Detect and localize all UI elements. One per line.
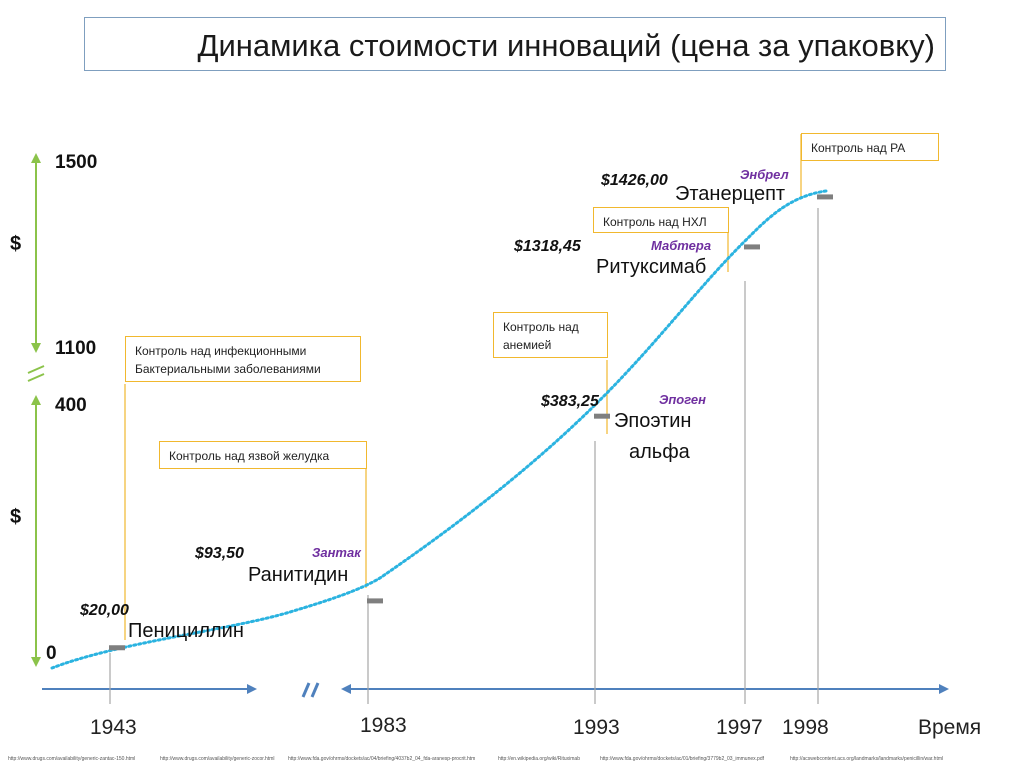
- trend-line: [50, 189, 828, 670]
- callout-line: Контроль над РА: [811, 141, 906, 155]
- drug-name-epoetin-line2: альфа: [629, 441, 690, 463]
- price-label-epoetin: $383,25: [541, 393, 599, 410]
- price-label-etanercept: $1426,00: [601, 172, 668, 189]
- x-axis-title: Время: [918, 716, 982, 739]
- brand-label-epoetin: Эпоген: [659, 392, 706, 407]
- brand-label-rituximab: Мабтера: [651, 238, 712, 253]
- y-axis-break: [27, 365, 45, 382]
- callout-line: анемией: [503, 338, 552, 352]
- callout-ulcer-control: Контроль над язвой желудка: [159, 441, 367, 469]
- y-tick-label: 1500: [55, 152, 98, 173]
- callout-line: Контроль над: [503, 320, 579, 334]
- x-tick-label: 1997: [716, 716, 763, 739]
- data-point-1998: [817, 194, 833, 200]
- x-axis-break: [301, 682, 320, 698]
- title-box: Динамика стоимости инноваций (цена за уп…: [84, 17, 946, 71]
- data-point-1993: [594, 413, 610, 419]
- y-unit-label: $: [10, 233, 22, 255]
- brand-label-ranitidine: Зантак: [312, 545, 361, 560]
- drug-name-epoetin-line1: Эпоэтин: [614, 410, 692, 432]
- callout-leaders: [124, 134, 802, 640]
- drug-name-penicillin: Пенициллин: [128, 620, 244, 642]
- source-link[interactable]: http://en.wikipedia.org/wiki/Rituximab: [498, 756, 580, 762]
- source-link[interactable]: http://www.fda.gov/ohrms/dockets/ac/04/b…: [288, 756, 476, 762]
- callout-line: Контроль над язвой желудка: [169, 449, 330, 463]
- callout-line: Контроль над НХЛ: [603, 215, 707, 229]
- y-tick-label: 0: [46, 643, 57, 664]
- x-tick-label: 1998: [782, 716, 829, 739]
- callout-line: Бактериальными заболеваниями: [135, 362, 321, 376]
- y-tick-label: 1100: [55, 338, 97, 359]
- chart-title: Динамика стоимости инноваций (цена за уп…: [197, 28, 935, 63]
- y-tick-label: 400: [55, 395, 87, 416]
- price-label-penicillin: $20,00: [80, 602, 129, 619]
- data-point-1943: [109, 645, 125, 651]
- source-link[interactable]: http://www.fda.gov/ohrms/dockets/ac/01/b…: [600, 756, 764, 762]
- data-point-1983: [367, 598, 383, 604]
- drug-name-rituximab: Ритуксимаб: [596, 256, 707, 278]
- callout-ra-control: Контроль над РА: [801, 133, 939, 161]
- x-tick-label: 1993: [573, 716, 620, 739]
- brand-label-etanercept: Энбрел: [740, 167, 789, 182]
- y-unit-label: $: [10, 506, 22, 528]
- drop-lines: [109, 208, 819, 704]
- source-link[interactable]: http://www.drugs.com/availability/generi…: [160, 756, 275, 762]
- drug-name-ranitidine: Ранитидин: [248, 564, 349, 586]
- price-label-rituximab: $1318,45: [514, 238, 581, 255]
- x-tick-label: 1943: [90, 716, 137, 739]
- price-label-ranitidine: $93,50: [195, 545, 244, 562]
- callout-line: Контроль над инфекционными: [135, 344, 307, 358]
- source-link[interactable]: http://acswebcontent.acs.org/landmarks/l…: [790, 756, 944, 762]
- x-tick-label: 1983: [360, 714, 407, 737]
- callout-infection-control: Контроль над инфекционными Бактериальным…: [125, 336, 361, 382]
- data-point-1997: [744, 244, 760, 250]
- callout-nhl-control: Контроль над НХЛ: [593, 207, 729, 233]
- callout-anemia-control: Контроль над анемией: [493, 312, 608, 358]
- source-link[interactable]: http://www.drugs.com/availability/generi…: [8, 756, 136, 762]
- drug-name-etanercept: Этанерцепт: [675, 183, 786, 205]
